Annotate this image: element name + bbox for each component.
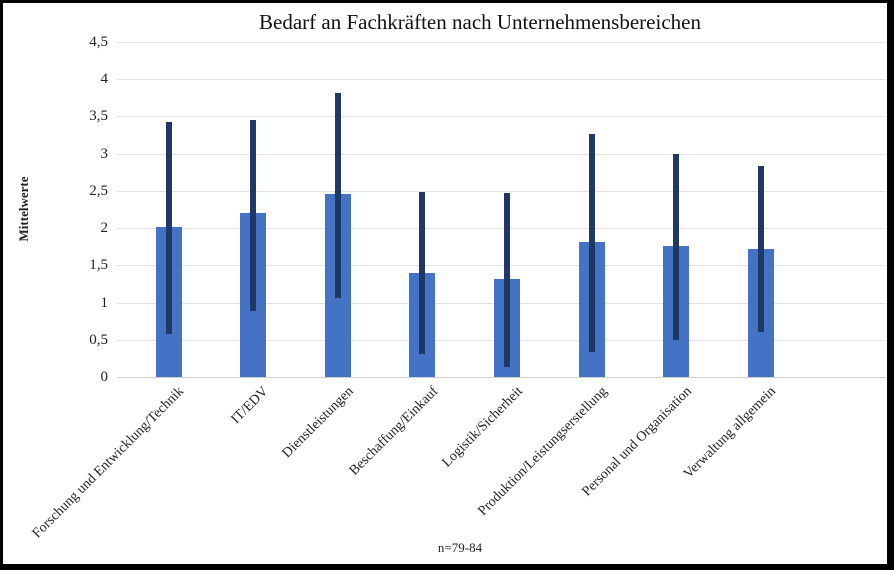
x-axis-line xyxy=(117,377,886,378)
y-tick-label: 1 xyxy=(100,294,109,311)
error-bar xyxy=(334,93,341,299)
error-bar xyxy=(165,121,172,334)
y-tick-label: 4,5 xyxy=(89,34,108,50)
gridline xyxy=(117,265,886,267)
gridline xyxy=(117,42,886,43)
x-category-label: Dienstleistungen xyxy=(279,384,357,462)
y-tick-label: 0,5 xyxy=(89,331,108,348)
x-category-label: Forschung und Entwicklung/Technik xyxy=(29,384,188,542)
y-tick-label: 2,5 xyxy=(89,182,108,199)
error-bar xyxy=(250,120,257,311)
gridline xyxy=(117,190,886,192)
x-category-label: IT/EDV xyxy=(228,384,272,428)
error-bar xyxy=(503,193,510,368)
y-tick-label: 2 xyxy=(100,220,109,237)
x-category-label: Beschaffung/Einkauf xyxy=(346,384,441,479)
y-tick-label: 4 xyxy=(100,71,109,88)
gridline xyxy=(117,228,886,230)
gridline xyxy=(117,153,886,155)
y-tick-label: 3,5 xyxy=(89,108,108,125)
y-tick-label: 1,5 xyxy=(89,257,108,274)
x-category-label: Logistik/Sicherheit xyxy=(438,384,526,471)
gridline xyxy=(117,116,886,118)
gridline xyxy=(117,79,886,81)
error-bar xyxy=(588,133,595,353)
chart-title: Bedarf an Fachkräften nach Unternehmensb… xyxy=(259,10,701,34)
error-bar xyxy=(673,153,680,340)
x-category-label: Verwaltung allgemein xyxy=(681,384,780,482)
error-bar xyxy=(419,192,426,354)
plot-area xyxy=(117,42,886,378)
y-tick-label: 3 xyxy=(100,145,109,162)
error-bar xyxy=(757,165,764,332)
sample-size-note: n=79-84 xyxy=(437,540,483,555)
y-tick-label: 0 xyxy=(100,369,109,385)
